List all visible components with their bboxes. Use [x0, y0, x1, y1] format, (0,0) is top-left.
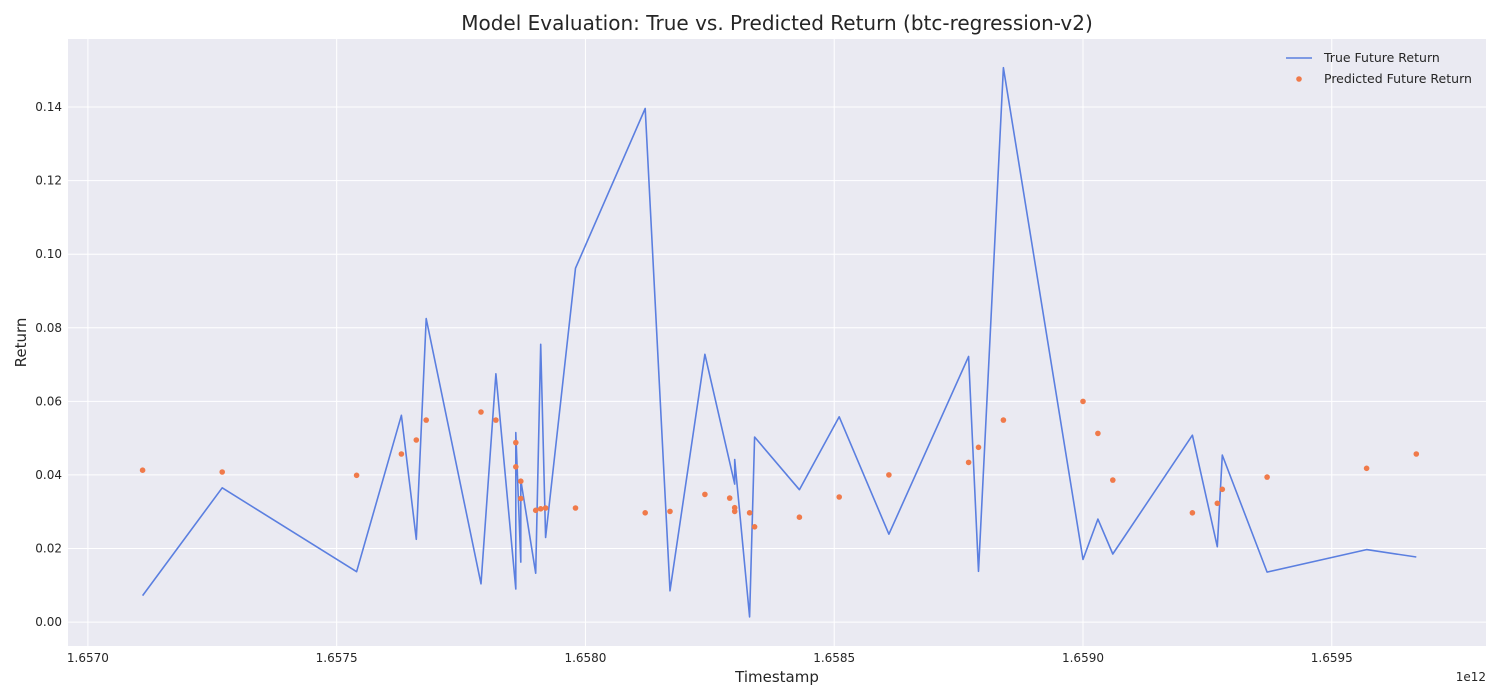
predicted-return-point: [1095, 430, 1101, 437]
ticks: 1.6570 1.6575 1.6580 1.6585 1.6590 1.6595 0.00…: [35, 100, 1352, 665]
legend: True Future Return Predicted Future Retu…: [1286, 50, 1472, 86]
predicted-return-point: [1189, 510, 1196, 516]
predicted-return-point: [1264, 474, 1270, 480]
predicted-return-point: [1000, 417, 1007, 423]
x-tick-label: 1.6590: [1062, 651, 1104, 665]
y-tick-label: 0.06: [35, 394, 62, 408]
predicted-return-point: [518, 478, 524, 485]
y-tick-label: 0.10: [35, 247, 62, 261]
predicted-return-point: [667, 508, 673, 515]
series-layer: [139, 66, 1420, 618]
predicted-return-point: [537, 506, 544, 512]
y-tick-label: 0.02: [35, 542, 62, 556]
predicted-return-point: [731, 508, 738, 515]
chart-title: Model Evaluation: True vs. Predicted Ret…: [461, 11, 1093, 35]
predicted-return-point: [572, 505, 579, 511]
predicted-return-point: [975, 444, 982, 451]
predicted-return-point: [1363, 465, 1370, 472]
predicted-return-point: [353, 472, 360, 479]
legend-dot-swatch: [1296, 76, 1302, 82]
plot-area: [68, 39, 1486, 646]
predicted-return-point: [219, 469, 225, 475]
grid: [68, 39, 1486, 646]
predicted-return-point: [751, 524, 758, 530]
x-tick-label: 1.6570: [67, 651, 109, 665]
y-tick-label: 0.00: [35, 615, 62, 629]
y-tick-label: 0.12: [35, 174, 62, 188]
predicted-return-point: [726, 495, 733, 501]
x-axis-label: Timestamp: [734, 668, 819, 686]
predicted-return-point: [965, 459, 972, 466]
predicted-return-point: [542, 505, 549, 511]
predicted-return-point: [836, 494, 842, 500]
legend-label-true: True Future Return: [1323, 50, 1440, 65]
predicted-return-point: [139, 467, 146, 474]
predicted-return-point: [1413, 451, 1420, 457]
predicted-return-point: [493, 417, 499, 423]
predicted-return-point: [478, 409, 484, 415]
true-return-line: [141, 66, 1417, 618]
predicted-return-point: [423, 417, 430, 423]
predicted-return-point: [398, 451, 405, 457]
x-tick-label: 1.6580: [564, 651, 606, 665]
predicted-return-point: [532, 507, 539, 514]
predicted-return-point: [413, 437, 420, 443]
y-tick-label: 0.14: [35, 100, 62, 114]
predicted-return-point: [702, 491, 708, 498]
predicted-return-point: [1219, 486, 1226, 493]
predicted-return-point: [642, 510, 648, 516]
y-tick-label: 0.08: [35, 321, 62, 335]
predicted-return-point: [746, 510, 753, 516]
predicted-return-point: [1080, 398, 1086, 405]
predicted-return-point: [518, 495, 524, 502]
predicted-return-point: [1214, 500, 1221, 507]
y-tick-label: 0.04: [35, 468, 62, 482]
x-tick-label: 1.6585: [813, 651, 855, 665]
x-tick-label: 1.6595: [1311, 651, 1353, 665]
x-tick-label: 1.6575: [316, 651, 358, 665]
predicted-return-point: [513, 439, 519, 446]
predicted-return-point: [886, 472, 892, 478]
predicted-return-point: [796, 514, 803, 520]
y-axis-label: Return: [12, 318, 30, 368]
predicted-return-point: [513, 464, 519, 470]
predicted-return-point: [1110, 477, 1116, 483]
x-axis-offset-label: 1e12: [1456, 670, 1486, 684]
legend-label-predicted: Predicted Future Return: [1324, 71, 1472, 86]
